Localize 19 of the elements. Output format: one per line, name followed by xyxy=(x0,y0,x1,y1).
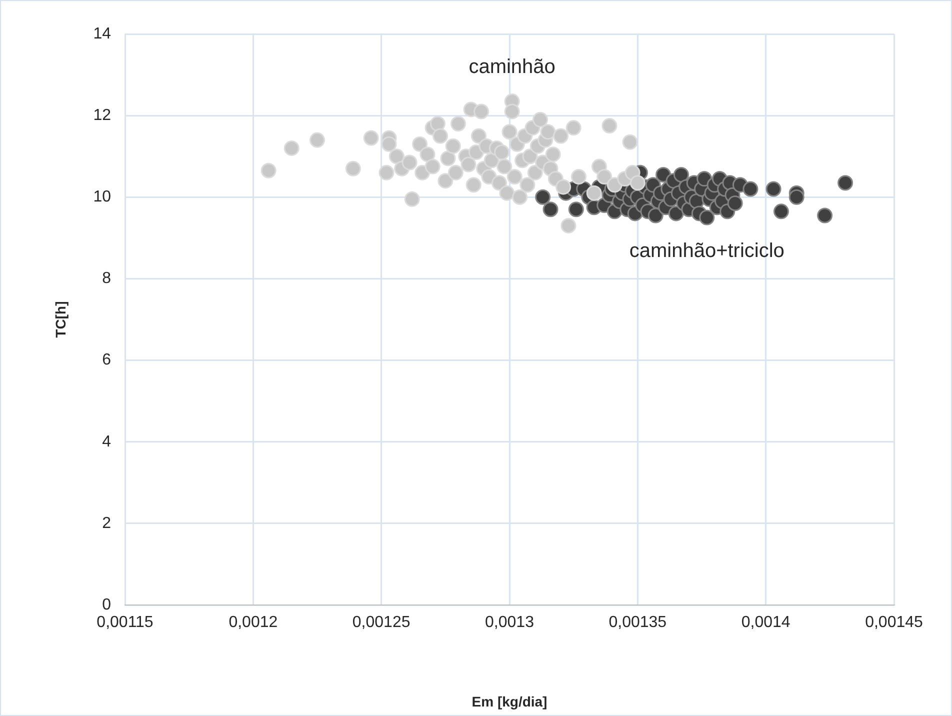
y-tick-label: 6 xyxy=(102,352,112,369)
x-tick-label: 0,0012 xyxy=(228,614,278,632)
y-axis-title: TC[h] xyxy=(52,301,68,338)
x-tick-label: 0,00135 xyxy=(608,614,667,632)
y-tick-label: 8 xyxy=(102,270,112,288)
y-tick-label: 12 xyxy=(93,106,112,124)
x-tick-label: 0,00145 xyxy=(865,614,924,632)
y-tick-label: 14 xyxy=(93,25,112,42)
x-tick-label: 0,00115 xyxy=(96,614,154,632)
y-tick-label: 10 xyxy=(93,188,112,206)
x-tick-label: 0,0013 xyxy=(485,614,534,632)
series-label: caminhão+triciclo xyxy=(629,240,784,262)
x-tick-label: 0,0014 xyxy=(741,614,790,632)
y-tick-label: 0 xyxy=(102,596,112,614)
series-label: caminhão xyxy=(468,56,556,78)
x-tick-label: 0,00125 xyxy=(352,614,410,632)
y-tick-label: 4 xyxy=(102,433,112,450)
x-axis-title: Em [kg/dia] xyxy=(472,693,548,710)
y-tick-label: 2 xyxy=(102,514,112,532)
